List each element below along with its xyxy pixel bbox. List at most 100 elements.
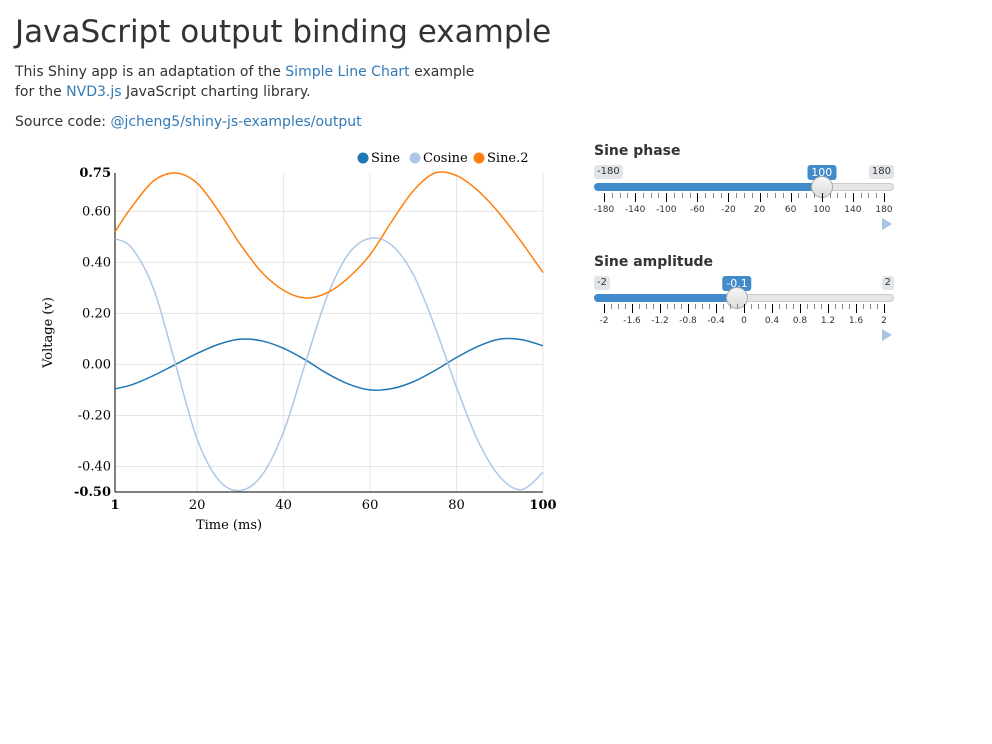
slider-minor-tick: [618, 304, 619, 309]
slider-minor-tick: [702, 304, 703, 309]
slider-tick-label: 140: [844, 205, 862, 215]
slider-minor-tick: [863, 304, 864, 309]
simple-line-chart-link[interactable]: Simple Line Chart: [285, 64, 410, 80]
y-tick-label: 0.60: [82, 204, 111, 219]
slider-major-tick: [697, 193, 699, 202]
slider-tick-label: 180: [875, 205, 893, 215]
slider-minor-tick: [798, 193, 800, 198]
source-code-link[interactable]: @jcheng5/shiny-js-examples/output: [110, 114, 362, 130]
slider-tick-label: -180: [593, 205, 615, 215]
slider-minor-tick: [782, 193, 784, 198]
sine-amplitude-slider[interactable]: Sine amplitude -2 2 -0.1 -2 -1.6 -1.2 -0.8-…: [594, 254, 894, 344]
slider-minor-tick: [689, 193, 691, 198]
slider-minor-tick: [646, 304, 647, 309]
y-axis-label: Voltage (v): [41, 297, 56, 369]
legend-sine2-label: Sine.2: [487, 151, 529, 166]
slider-minor-tick: [793, 304, 794, 309]
slider-minor-tick: [837, 193, 839, 198]
slider-minor-tick: [712, 193, 714, 198]
slider-minor-tick: [611, 193, 613, 198]
y-tick-label: -0.20: [78, 408, 111, 423]
slider-minor-tick: [705, 193, 707, 198]
slider-tick-label: -140: [624, 205, 646, 215]
slider-minor-tick: [842, 304, 843, 309]
sine-amplitude-fill: [594, 294, 737, 302]
slider-major-tick: [884, 193, 885, 202]
sine-phase-ticks: -180 -140 -100 -60 -20 20 60 100 140 180: [594, 193, 894, 223]
slider-minor-tick: [786, 304, 787, 309]
legend-sine2-swatch: [473, 152, 485, 164]
legend-cosine-swatch: [409, 152, 421, 164]
slider-minor-tick: [639, 304, 640, 309]
sine-amplitude-ticks: -2 -1.6 -1.2 -0.8 -0.4 0 0.4 0.8 1.2 1.6 2: [594, 304, 894, 334]
slider-minor-tick: [720, 193, 722, 198]
slider-minor-tick: [737, 304, 738, 309]
slider-major-tick: [800, 304, 801, 313]
slider-minor-tick: [650, 193, 652, 198]
slider-major-tick: [790, 193, 792, 202]
slider-minor-tick: [674, 304, 675, 309]
x-tick-label: 20: [189, 498, 206, 513]
slider-minor-tick: [751, 304, 752, 309]
x-tick-label: 100: [529, 498, 556, 513]
sine-phase-min: -180: [594, 165, 623, 179]
slider-minor-tick: [751, 193, 753, 198]
slider-major-tick: [759, 193, 761, 202]
slider-minor-tick: [619, 193, 621, 198]
slider-tick-label: 60: [784, 205, 797, 215]
sine-amplitude-play-icon[interactable]: [882, 329, 892, 341]
slider-tick-label: -100: [656, 205, 677, 215]
slider-minor-tick: [627, 193, 629, 198]
slider-major-tick: [821, 193, 823, 202]
slider-major-tick: [856, 304, 857, 313]
slider-minor-tick: [653, 304, 654, 309]
slider-tick-label: -1.2: [651, 316, 669, 326]
y-tick-label: 0.75: [79, 166, 111, 181]
slider-major-tick: [604, 304, 605, 313]
slider-minor-tick: [807, 304, 808, 309]
slider-minor-tick: [723, 304, 724, 309]
sine-amplitude-label: Sine amplitude: [594, 254, 714, 270]
slider-minor-tick: [829, 193, 831, 198]
sine-series-line: [114, 337, 544, 391]
slider-minor-tick: [758, 304, 759, 309]
slider-major-tick: [744, 304, 745, 313]
slider-tick-label: 0.4: [764, 316, 780, 326]
slider-minor-tick: [821, 304, 822, 309]
slider-minor-tick: [775, 193, 777, 198]
slider-minor-tick: [860, 193, 862, 198]
slider-minor-tick: [806, 193, 808, 198]
intro-text-3: JavaScript charting library.: [121, 84, 311, 100]
slider-minor-tick: [870, 304, 871, 309]
legend-sine-label: Sine: [371, 151, 400, 166]
slider-major-tick: [688, 304, 689, 313]
slider-minor-tick: [877, 304, 878, 309]
slider-minor-tick: [814, 193, 815, 198]
slider-tick-label: 0.8: [792, 316, 808, 326]
slider-tick-label: 100: [813, 205, 831, 215]
y-tick-label: -0.40: [78, 459, 111, 474]
slider-minor-tick: [845, 193, 847, 198]
page-title: JavaScript output binding example: [15, 14, 552, 50]
x-tick-label: 1: [110, 498, 119, 513]
x-tick-label: 40: [275, 498, 292, 513]
slider-minor-tick: [876, 193, 878, 198]
sine-phase-play-icon[interactable]: [882, 218, 892, 230]
y-tick-label: 0.40: [82, 255, 111, 270]
nvd3-link[interactable]: NVD3.js: [66, 84, 122, 100]
y-tick-label: 0.20: [82, 306, 111, 321]
slider-minor-tick: [736, 193, 738, 198]
slider-minor-tick: [625, 304, 626, 309]
slider-minor-tick: [681, 304, 682, 309]
slider-minor-tick: [765, 304, 766, 309]
slider-major-tick: [828, 304, 829, 313]
slider-minor-tick: [868, 193, 870, 198]
sine-phase-slider[interactable]: Sine phase -180 180 100 -180 -140 -100 -60-…: [594, 143, 894, 233]
sine-phase-fill: [594, 183, 822, 191]
y-tick-label: 0.00: [82, 357, 111, 372]
x-axis-label: Time (ms): [196, 518, 262, 533]
slider-major-tick: [604, 193, 605, 202]
slider-major-tick: [884, 304, 885, 313]
slider-minor-tick: [767, 193, 769, 198]
slider-tick-label: -60: [689, 205, 705, 215]
